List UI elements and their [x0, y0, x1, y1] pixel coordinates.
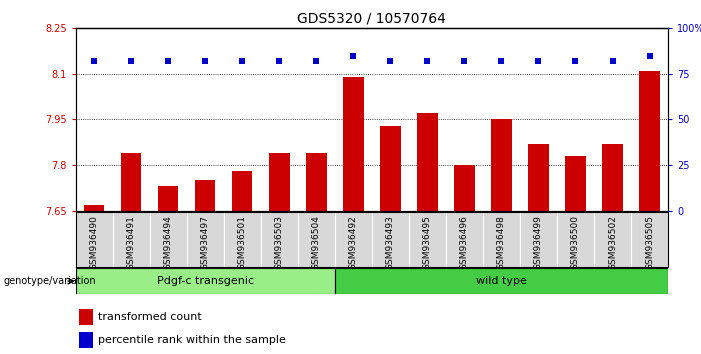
Bar [529, 144, 549, 211]
Bar [121, 153, 142, 211]
Point [533, 58, 544, 64]
Bar [84, 205, 104, 211]
Text: GSM936504: GSM936504 [312, 215, 321, 270]
Bar [76, 212, 113, 267]
Text: GSM936496: GSM936496 [460, 215, 469, 270]
Bar [417, 113, 437, 211]
Bar [298, 212, 335, 267]
Bar [380, 126, 400, 211]
Text: GSM936500: GSM936500 [571, 215, 580, 270]
Point [88, 58, 100, 64]
Text: transformed count: transformed count [98, 312, 203, 322]
Point [644, 53, 655, 58]
Bar [335, 268, 668, 294]
Point [607, 58, 618, 64]
Bar [491, 119, 512, 211]
Point [237, 58, 248, 64]
Bar [372, 212, 409, 267]
Text: GSM936501: GSM936501 [238, 215, 247, 270]
Text: GSM936499: GSM936499 [534, 215, 543, 270]
Bar [520, 212, 557, 267]
Bar [631, 212, 668, 267]
Bar [269, 153, 290, 211]
Bar [483, 212, 520, 267]
Point [125, 58, 137, 64]
Bar [306, 153, 327, 211]
Point [273, 58, 285, 64]
Text: percentile rank within the sample: percentile rank within the sample [98, 335, 287, 346]
Bar [639, 71, 660, 211]
Text: GSM936491: GSM936491 [127, 215, 136, 270]
Point [496, 58, 507, 64]
Bar [232, 171, 252, 211]
Bar [79, 332, 93, 348]
Bar [150, 212, 186, 267]
Bar [224, 212, 261, 267]
Point [200, 58, 211, 64]
Point [163, 58, 174, 64]
Text: GSM936503: GSM936503 [275, 215, 284, 270]
Text: GSM936505: GSM936505 [645, 215, 654, 270]
Point [385, 58, 396, 64]
Bar [261, 212, 298, 267]
Bar [158, 186, 179, 211]
Text: GSM936498: GSM936498 [497, 215, 506, 270]
Bar [186, 212, 224, 267]
Point [570, 58, 581, 64]
Point [348, 53, 359, 58]
Text: GSM936494: GSM936494 [164, 215, 172, 270]
Text: GSM936497: GSM936497 [200, 215, 210, 270]
Bar [335, 212, 372, 267]
Bar [79, 309, 93, 325]
Text: GSM936490: GSM936490 [90, 215, 99, 270]
Text: GSM936493: GSM936493 [386, 215, 395, 270]
Text: genotype/variation: genotype/variation [4, 276, 96, 286]
Bar [343, 77, 364, 211]
Text: Pdgf-c transgenic: Pdgf-c transgenic [157, 276, 254, 286]
Point [459, 58, 470, 64]
Title: GDS5320 / 10570764: GDS5320 / 10570764 [297, 12, 447, 26]
Text: GSM936502: GSM936502 [608, 215, 617, 270]
Bar [602, 144, 622, 211]
Bar [565, 156, 585, 211]
Text: wild type: wild type [476, 276, 527, 286]
Bar [195, 180, 215, 211]
Bar [594, 212, 631, 267]
Bar [557, 212, 594, 267]
Bar [113, 212, 150, 267]
Point [422, 58, 433, 64]
Bar [76, 268, 335, 294]
Text: GSM936492: GSM936492 [349, 215, 358, 270]
Point [311, 58, 322, 64]
Bar [454, 165, 475, 211]
Bar [446, 212, 483, 267]
Text: GSM936495: GSM936495 [423, 215, 432, 270]
Bar [409, 212, 446, 267]
